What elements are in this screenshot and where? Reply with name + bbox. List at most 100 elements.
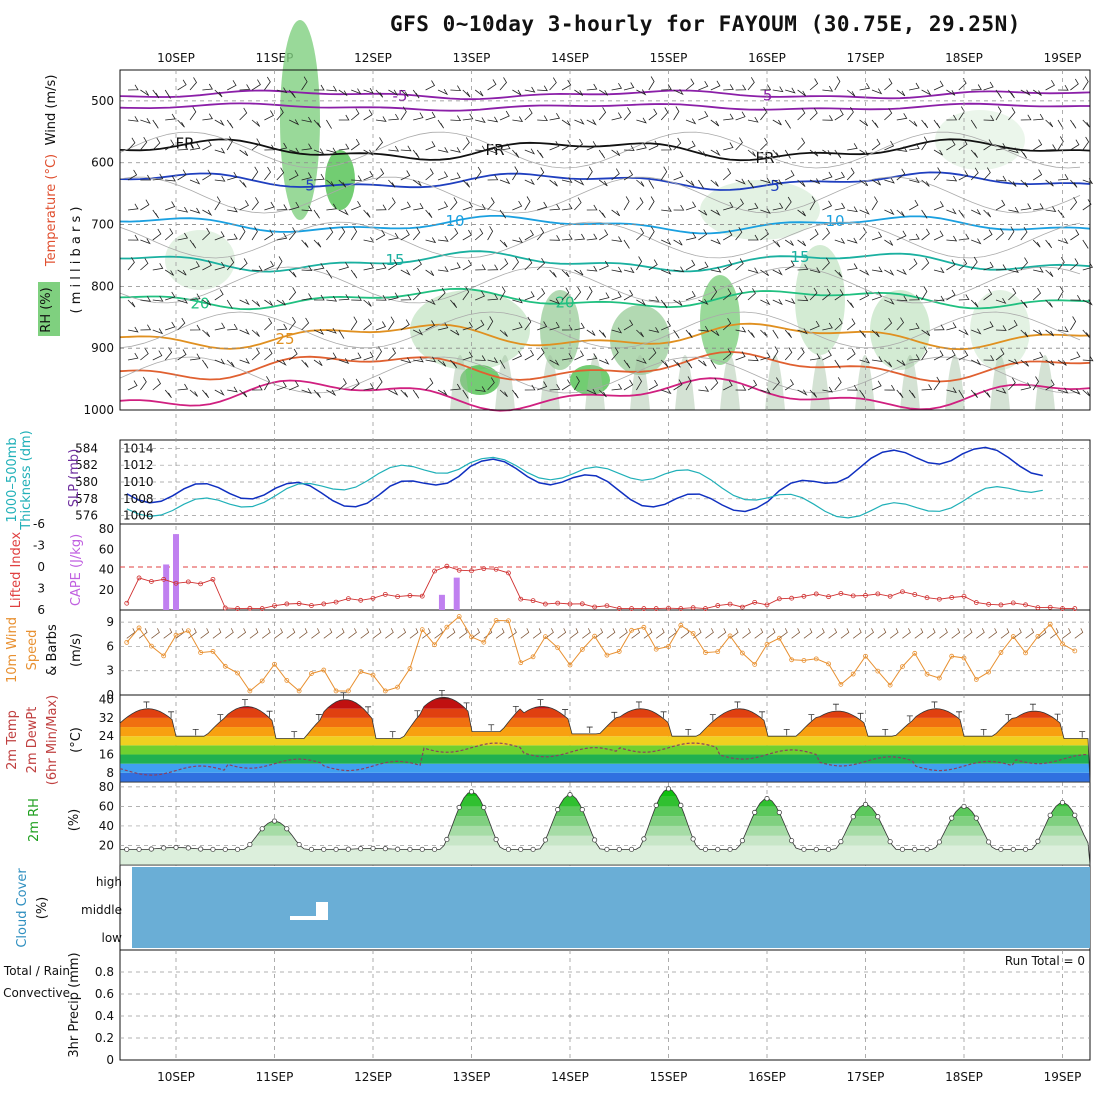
wind-barb bbox=[400, 170, 411, 181]
wind-barb bbox=[375, 116, 387, 122]
precip-tick: 0.2 bbox=[95, 1031, 114, 1045]
wind-barb bbox=[499, 239, 508, 248]
wind-barb bbox=[921, 384, 933, 391]
wind-barb bbox=[474, 319, 485, 331]
rh-marker bbox=[555, 807, 561, 813]
wind-barb bbox=[425, 209, 433, 218]
wind-barb bbox=[226, 257, 235, 271]
wind-barb bbox=[723, 113, 734, 121]
temp-band bbox=[120, 717, 1090, 728]
wind-barb bbox=[908, 389, 916, 399]
wind-barb bbox=[611, 112, 622, 121]
wind-barb bbox=[847, 206, 858, 213]
rh-marker bbox=[949, 815, 955, 821]
wind-barb bbox=[970, 149, 978, 158]
wind-barb bbox=[933, 167, 942, 181]
wind-barb bbox=[351, 295, 362, 301]
rh-marker bbox=[530, 846, 536, 852]
minmax-marker bbox=[365, 706, 372, 713]
wind-barb bbox=[475, 117, 486, 124]
wind-barb bbox=[1045, 379, 1055, 391]
wind-barb bbox=[822, 115, 834, 121]
rh-tick: 80 bbox=[99, 780, 114, 794]
wind-barb bbox=[822, 85, 834, 92]
wind-barb bbox=[661, 206, 672, 212]
wind-barb bbox=[685, 118, 697, 125]
wind-barb bbox=[747, 116, 759, 123]
surface-wind-barb bbox=[569, 628, 579, 639]
wind-barb bbox=[227, 386, 238, 393]
wind-barb bbox=[363, 87, 375, 94]
wind-barb bbox=[363, 236, 375, 243]
rh-blob bbox=[700, 180, 820, 240]
wind-barb bbox=[921, 257, 930, 271]
wind-barb bbox=[375, 89, 384, 98]
wind-barb bbox=[760, 84, 772, 91]
wind-barb bbox=[276, 359, 287, 366]
wind-barb bbox=[784, 329, 792, 338]
rh-blob bbox=[935, 110, 1025, 170]
wind-barb bbox=[784, 149, 791, 159]
ylabel-precip: 3hr Precip (mm) bbox=[67, 952, 82, 1057]
wind-barb bbox=[636, 142, 647, 151]
wind-barb bbox=[983, 167, 991, 181]
wind-barb bbox=[871, 196, 878, 211]
wind-barb bbox=[326, 85, 338, 92]
wind-speed-marker bbox=[850, 671, 856, 677]
wind-barb bbox=[202, 140, 212, 151]
wind-barb bbox=[475, 145, 486, 152]
ylabel-temperature: Temperature (°C) bbox=[44, 154, 59, 267]
wind-barb bbox=[537, 115, 548, 122]
wind-barb bbox=[623, 319, 634, 331]
wind-barb bbox=[574, 179, 585, 186]
wind-barb bbox=[611, 149, 621, 157]
wind-barb bbox=[822, 350, 832, 361]
thickness-tick: 584 bbox=[75, 441, 98, 455]
wind-speed-marker bbox=[1023, 650, 1028, 656]
wind-barb bbox=[351, 200, 362, 211]
wind-barb bbox=[859, 227, 867, 241]
minmax-marker bbox=[512, 705, 519, 713]
wind-barb bbox=[1020, 299, 1028, 308]
wind-barb bbox=[1082, 119, 1091, 128]
surface-wind-barb bbox=[742, 628, 751, 639]
rh-marker bbox=[198, 846, 204, 852]
contour-label: -5 bbox=[393, 87, 408, 105]
date-label-top: 17SEP bbox=[847, 51, 885, 65]
wind-barb bbox=[648, 140, 659, 151]
wind-barb bbox=[809, 320, 820, 331]
wind-barb bbox=[536, 227, 545, 241]
rh-marker bbox=[727, 846, 733, 852]
slp-tick: 1014 bbox=[123, 441, 154, 455]
wind-barb bbox=[636, 329, 644, 338]
wind-barb bbox=[834, 269, 843, 278]
wind-barb bbox=[413, 356, 424, 363]
date-label-top: 14SEP bbox=[551, 51, 589, 65]
wind-speed-marker bbox=[161, 653, 167, 659]
surface-wind-barb bbox=[532, 628, 542, 639]
rh-marker bbox=[271, 818, 278, 824]
surface-wind-barb bbox=[458, 628, 468, 639]
date-label-bottom: 17SEP bbox=[847, 1070, 885, 1084]
wind-barb bbox=[1008, 206, 1020, 213]
wind-speed-marker bbox=[924, 671, 930, 677]
cloud-level-low: low bbox=[102, 931, 123, 945]
wind-barb bbox=[685, 259, 696, 271]
wind-barb bbox=[512, 200, 523, 211]
wind-barb bbox=[189, 178, 201, 185]
wind-barb bbox=[301, 76, 308, 91]
surface-wind-barb bbox=[1074, 628, 1084, 639]
wind-barb bbox=[351, 352, 362, 361]
surface-wind-barb bbox=[594, 628, 604, 639]
wind-barb bbox=[524, 257, 533, 271]
wind-barb bbox=[375, 204, 387, 211]
wind-barb bbox=[859, 149, 869, 156]
wind-barb bbox=[1070, 78, 1079, 91]
wind-barb bbox=[648, 108, 658, 121]
rh-marker bbox=[776, 809, 782, 815]
wind-barb bbox=[537, 85, 548, 92]
wind-barb bbox=[598, 89, 609, 96]
wind-barb bbox=[164, 89, 171, 99]
wind-speed-marker bbox=[432, 642, 437, 648]
wind-barb bbox=[301, 172, 312, 181]
